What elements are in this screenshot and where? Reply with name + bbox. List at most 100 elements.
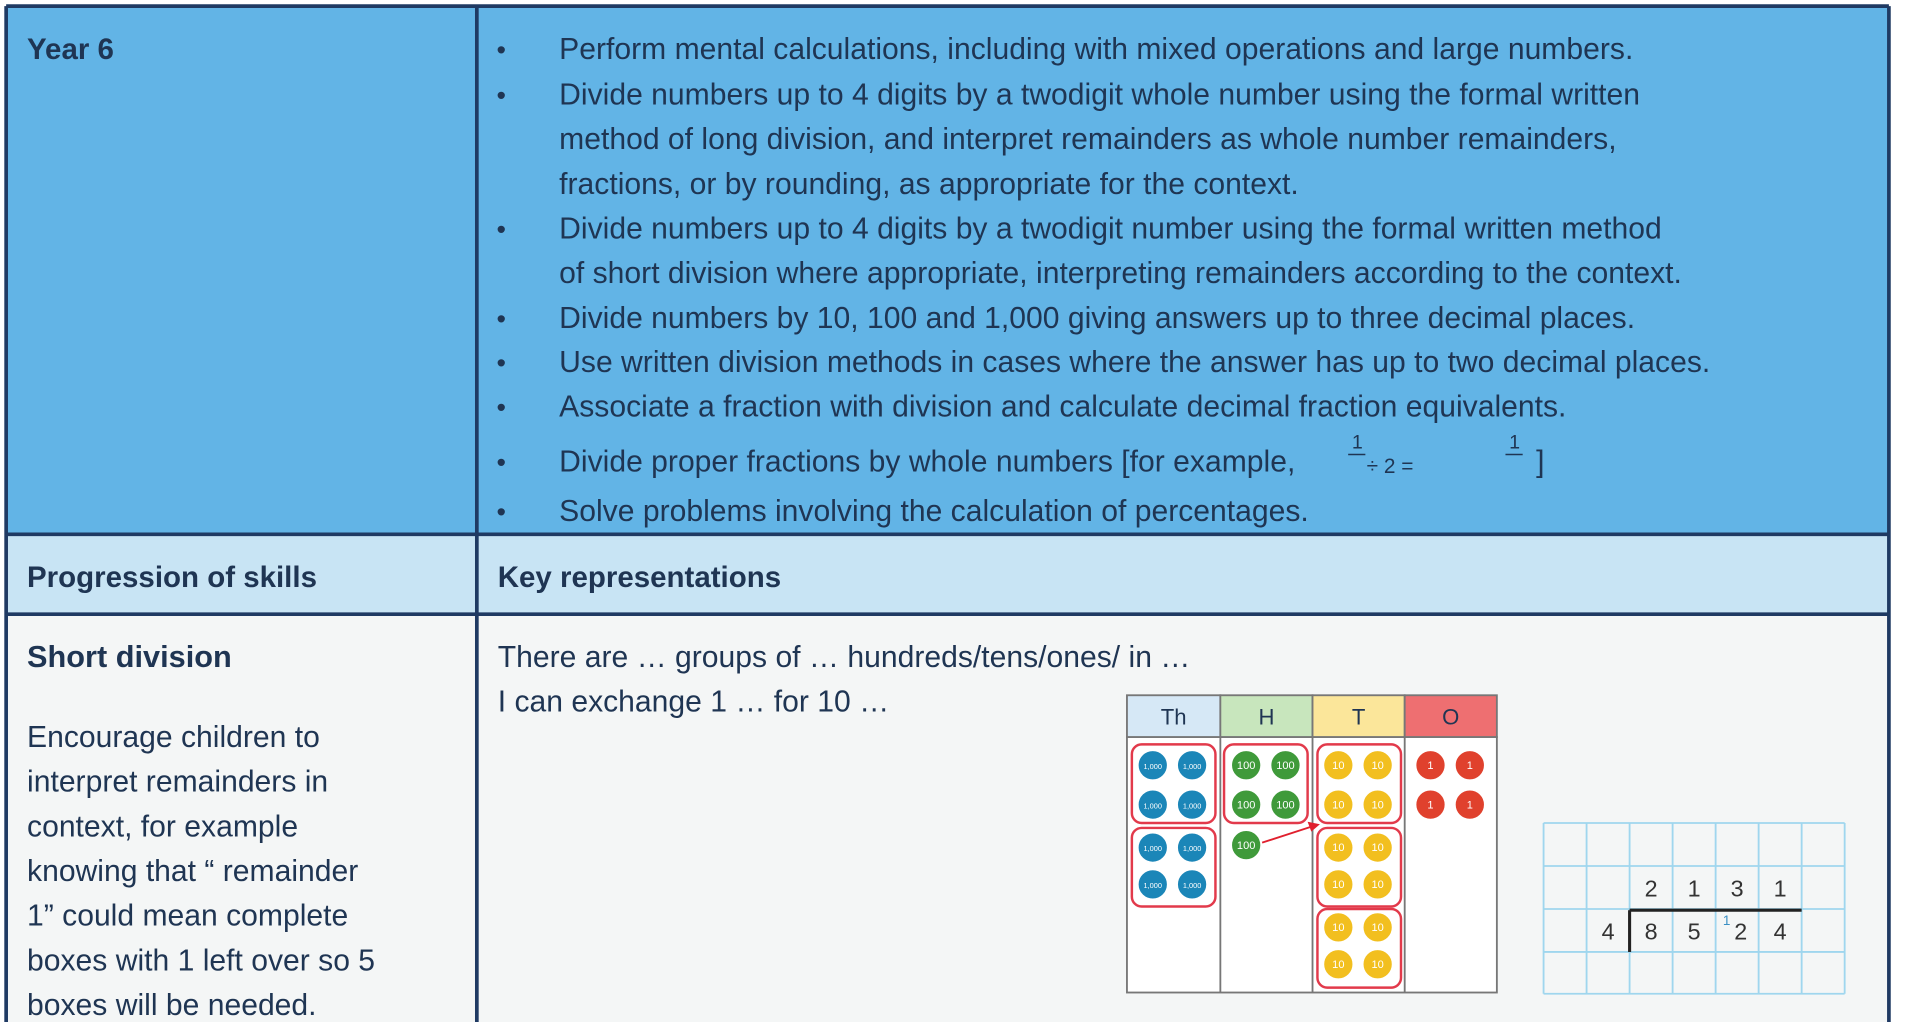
- arrow-head: [1307, 821, 1320, 832]
- counter-label: 100: [1276, 799, 1294, 811]
- bullet-marker: •: [496, 348, 505, 378]
- counter-label: 1,000: [1183, 881, 1201, 890]
- fraction-numerator: 1: [1352, 431, 1363, 453]
- counter: [1137, 869, 1169, 900]
- text-line: 1” could mean complete: [27, 900, 348, 933]
- counter: [1176, 869, 1208, 900]
- bullet-marker: •: [496, 35, 505, 65]
- bullet-text: Divide numbers by 10, 100 and 1,000 givi…: [559, 302, 1635, 335]
- bullet-text: Divide numbers up to 4 digits by a twodi…: [559, 212, 1662, 245]
- counter-label: 1,000: [1144, 881, 1162, 890]
- dividend-digit: 8: [1645, 919, 1658, 945]
- counter: [1362, 789, 1394, 820]
- counter: [1362, 912, 1394, 943]
- bullet-text: Divide proper fractions by whole numbers…: [559, 446, 1295, 479]
- counter: [1322, 948, 1354, 980]
- counter-label: 100: [1237, 840, 1255, 852]
- counter: [1137, 789, 1169, 820]
- group-outline: [1130, 743, 1217, 825]
- group-outline: [1316, 826, 1403, 908]
- prompt-line: There are … groups of … hundreds/tens/on…: [498, 641, 1191, 674]
- column-heading: Th: [1161, 705, 1187, 730]
- counter: [1322, 749, 1354, 781]
- text-line: context, for example: [27, 810, 298, 843]
- counter-label: 1: [1467, 799, 1473, 811]
- counter-label: 100: [1276, 760, 1294, 772]
- counter-label: 10: [1332, 959, 1344, 971]
- counter-label: 100: [1237, 799, 1255, 811]
- quotient-digit: 3: [1731, 876, 1744, 902]
- dividend-digit: 5: [1688, 919, 1701, 945]
- fraction-numerator: 1: [1509, 431, 1520, 453]
- counter-label: 1,000: [1183, 801, 1201, 810]
- divisor: 4: [1602, 919, 1615, 945]
- fraction-close: ]: [1536, 446, 1544, 479]
- bullet-text: Solve problems involving the calculation…: [559, 495, 1309, 528]
- counter: [1322, 869, 1354, 900]
- counter: [1270, 749, 1301, 781]
- counter-label: 10: [1372, 760, 1384, 772]
- bullet-marker: •: [496, 392, 505, 422]
- column-heading: Key representations: [498, 561, 781, 594]
- bullet-marker: •: [496, 448, 505, 478]
- column-heading: O: [1442, 705, 1459, 730]
- carry-digit: 1: [1723, 913, 1731, 928]
- counter: [1322, 832, 1354, 863]
- counter-label: 10: [1332, 799, 1344, 811]
- counter: [1230, 829, 1262, 861]
- group-outline: [1316, 907, 1403, 989]
- exchange-arrow: [1261, 824, 1316, 844]
- column-heading: T: [1352, 705, 1366, 730]
- counter-label: 10: [1372, 799, 1384, 811]
- counter: [1176, 789, 1208, 820]
- counter: [1137, 832, 1169, 863]
- bullet-marker: •: [496, 497, 505, 527]
- division-grid: 2 1 3 18 5 2 44 1: [1542, 822, 1846, 995]
- bullet-text: Associate a fraction with division and c…: [559, 390, 1566, 423]
- dividend-digit: 4: [1774, 919, 1787, 945]
- prompts: There are … groups of … hundreds/tens/on…: [498, 641, 1191, 719]
- counter-label: 1,000: [1183, 762, 1201, 771]
- year-title: Year 6: [27, 33, 114, 66]
- prompt-line: I can exchange 1 … for 10 …: [498, 686, 890, 719]
- column-heading: H: [1258, 705, 1274, 730]
- counter: [1415, 789, 1446, 820]
- bullet-text: method of long division, and interpret r…: [559, 123, 1616, 156]
- section-title: Short division: [27, 639, 232, 674]
- text-line: boxes will be needed.: [27, 989, 317, 1022]
- counter: [1362, 832, 1394, 863]
- counter: [1230, 749, 1262, 781]
- group-outline: [1222, 743, 1309, 825]
- content-row: [6, 614, 1889, 1022]
- bullet-text: Use written division methods in cases wh…: [559, 346, 1710, 379]
- counter-label: 10: [1332, 760, 1344, 772]
- bullet-text: Perform mental calculations, including w…: [559, 33, 1633, 66]
- fraction-operator: ÷ 2 =: [1367, 455, 1414, 478]
- bullet-list: • Perform mental calculations, including …: [496, 33, 1710, 528]
- counter: [1176, 749, 1208, 781]
- counter: [1322, 912, 1354, 943]
- column-heading-cell: [1219, 694, 1314, 738]
- counter-label: 10: [1372, 959, 1384, 971]
- counter: [1137, 749, 1169, 781]
- group-outline: [1130, 826, 1217, 908]
- bullet-marker: •: [496, 80, 505, 110]
- quotient-digit: 2: [1645, 876, 1658, 902]
- bullet-marker: •: [496, 214, 505, 244]
- text-line: boxes with 1 left over so 5: [27, 944, 375, 977]
- counter-label: 10: [1332, 922, 1344, 934]
- counter-label: 1,000: [1144, 801, 1162, 810]
- column-heading-cell: [1311, 694, 1406, 738]
- dividend-digit: 2: [1734, 919, 1747, 945]
- counter-label: 1: [1427, 760, 1433, 772]
- counter: [1230, 789, 1262, 820]
- counter: [1362, 948, 1394, 980]
- counter-label: 1,000: [1183, 844, 1201, 853]
- counter-label: 10: [1332, 842, 1344, 854]
- bullet-text: Divide numbers up to 4 digits by a twodi…: [559, 78, 1640, 111]
- counter-label: 1,000: [1144, 762, 1162, 771]
- text-line: Encourage children to: [27, 721, 320, 754]
- counter-label: 1: [1427, 799, 1433, 811]
